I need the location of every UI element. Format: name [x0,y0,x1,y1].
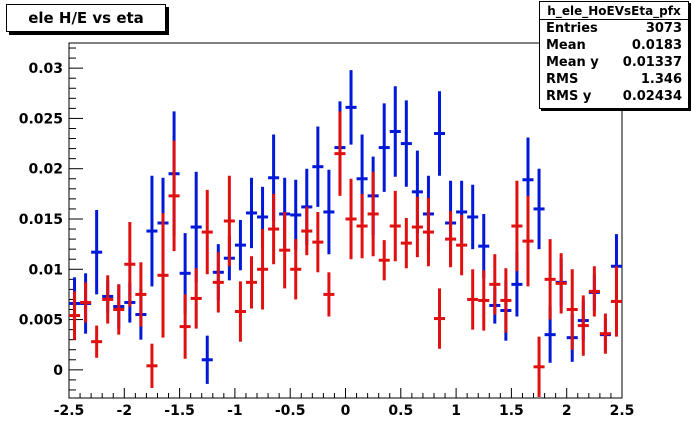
x-tick-label: -1.5 [164,403,195,419]
x-tick-label: 1 [451,403,461,419]
x-tick-label: 1.5 [499,403,524,419]
x-tick-label: 0.5 [388,403,413,419]
y-tick-label: 0.005 [19,313,63,329]
stats-value: 3073 [645,21,682,36]
stats-label: RMS [546,72,579,87]
chart-title: ele H/E vs eta [6,4,166,32]
y-tick-label: 0 [53,363,63,379]
y-tick-label: 0.01 [28,262,63,278]
chart-title-text: ele H/E vs eta [28,9,144,27]
x-tick-label: -0.5 [275,403,306,419]
stats-label: Mean [546,38,586,53]
stats-histogram-name: h_ele_HoEVsEta_pfx [540,2,688,20]
stats-label: RMS y [546,89,592,104]
stats-value: 0.0183 [631,38,682,53]
y-tick-label: 0.02 [28,162,63,178]
x-tick-label: -1 [227,403,243,419]
x-tick-label: 2.5 [610,403,635,419]
x-tick-label: -2 [117,403,133,419]
y-tick-label: 0.03 [28,61,63,77]
stats-row-rms-y: RMS y 0.02434 [540,88,688,105]
x-tick-label: 0 [341,403,351,419]
stats-row-mean-y: Mean y 0.01337 [540,54,688,71]
stats-value: 0.01337 [622,55,682,70]
y-tick-label: 0.025 [19,111,63,127]
stats-box: h_ele_HoEVsEta_pfx Entries 3073 Mean 0.0… [539,1,689,109]
x-tick-label: 2 [562,403,572,419]
stats-row-entries: Entries 3073 [540,20,688,37]
stats-value: 1.346 [640,72,682,87]
stats-row-mean: Mean 0.0183 [540,37,688,54]
stats-name-text: h_ele_HoEVsEta_pfx [547,3,681,18]
stats-row-rms: RMS 1.346 [540,71,688,88]
x-tick-label: -2.5 [54,403,85,419]
stats-label: Mean y [546,55,599,70]
stats-label: Entries [546,21,598,36]
stats-value: 0.02434 [622,89,682,104]
y-tick-label: 0.015 [19,212,63,228]
